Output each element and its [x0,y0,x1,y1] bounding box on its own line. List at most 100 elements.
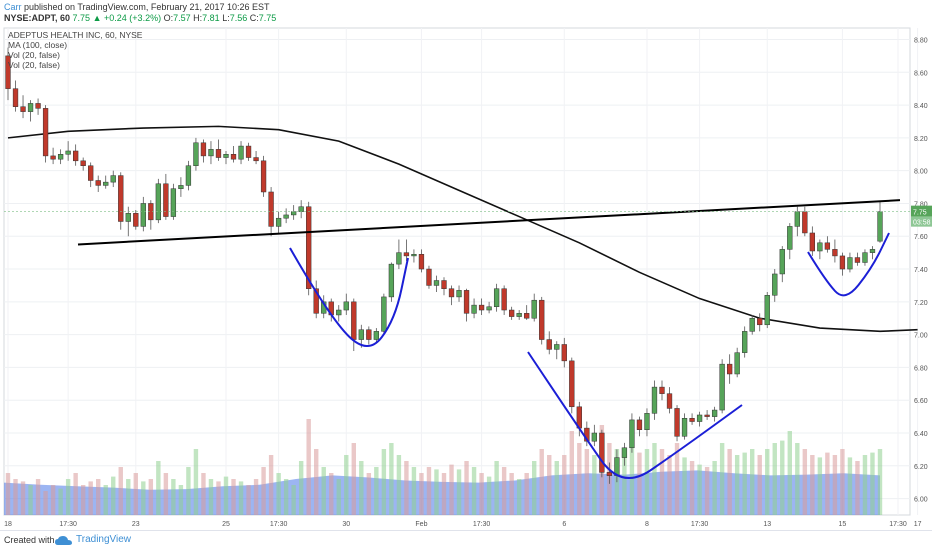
candle-body[interactable] [140,203,146,227]
candle-body[interactable] [163,183,169,217]
candle-body[interactable] [238,145,244,160]
candle-body[interactable] [681,418,688,437]
candle-body[interactable] [185,165,192,186]
candle-body[interactable] [832,249,838,257]
price-axis[interactable]: 8.80 8.60 8.40 8.20 8.00 7.80 7.60 7.40 7.20 7.00… [911,37,932,504]
candle-body[interactable] [336,309,342,316]
candle-body[interactable] [373,331,379,340]
candle-body[interactable] [411,254,417,257]
candles-layer[interactable] [5,47,883,484]
candle-body[interactable] [366,329,372,340]
candle-body[interactable] [343,301,349,311]
candle-body[interactable] [734,352,740,375]
candle-body[interactable] [839,255,846,270]
candle-body[interactable] [388,263,395,298]
candle-body[interactable] [110,175,116,183]
candle-body[interactable] [659,386,665,394]
candle-body[interactable] [230,154,237,160]
candle-body[interactable] [306,206,312,289]
candle-body[interactable] [133,213,139,227]
candle-body[interactable] [223,154,229,158]
candle-body[interactable] [569,360,575,408]
candle-body[interactable] [531,299,537,319]
candle-body[interactable] [651,386,658,414]
candle-body[interactable] [509,309,515,317]
candle-body[interactable] [674,408,680,437]
candle-body[interactable] [854,257,861,263]
candle-body[interactable] [471,304,477,314]
candle-body[interactable] [396,252,402,265]
candle-body[interactable] [313,288,319,314]
candle-body[interactable] [73,150,79,162]
candle-body[interactable] [456,290,462,298]
candle-body[interactable] [433,280,440,286]
candle-body[interactable] [215,149,222,158]
candle-body[interactable] [125,213,131,222]
candle-body[interactable] [802,211,808,234]
candle-body[interactable] [298,206,304,212]
candle-body[interactable] [757,317,763,326]
candle-body[interactable] [794,211,800,227]
indicator-ma[interactable]: MA (100, close) [8,40,68,50]
candle-body[interactable] [27,103,34,112]
candle-body[interactable] [486,306,492,311]
candle-body[interactable] [599,432,605,473]
time-axis[interactable]: 18 17:30 23 25 17:30 30 Feb 17:30 6 8 17:30 13 15 17 1… [4,521,921,528]
candle-body[interactable] [719,363,725,411]
candle-body[interactable] [862,252,868,263]
candle-body[interactable] [50,155,56,160]
candle-body[interactable] [5,55,11,89]
indicator-vol-2[interactable]: Vol (20, false) [8,60,60,70]
candle-body[interactable] [358,329,364,340]
candle-body[interactable] [245,145,252,158]
candle-body[interactable] [704,414,710,417]
candle-body[interactable] [381,296,387,332]
candle-body[interactable] [591,432,597,442]
candle-body[interactable] [809,232,815,252]
candle-body[interactable] [42,108,49,157]
candle-body[interactable] [696,414,703,422]
candle-body[interactable] [95,180,101,186]
candle-body[interactable] [35,103,41,109]
candle-body[interactable] [448,288,455,298]
candle-body[interactable] [824,242,831,250]
price-chart[interactable]: 8.80 8.60 8.40 8.20 8.00 7.80 7.60 7.40 7.20 7.00… [0,0,932,530]
candle-body[interactable] [418,254,425,270]
candle-body[interactable] [779,249,785,275]
candle-body[interactable] [539,299,545,340]
candle-body[interactable] [260,160,267,193]
candle-body[interactable] [155,183,161,221]
candle-body[interactable] [200,142,207,157]
indicator-vol-1[interactable]: Vol (20, false) [8,50,60,60]
candle-body[interactable] [711,409,718,417]
candle-body[interactable] [193,142,199,166]
candle-body[interactable] [764,295,770,326]
candle-body[interactable] [554,344,560,350]
candle-body[interactable] [463,290,470,314]
candle-body[interactable] [749,317,755,332]
candle-body[interactable] [561,344,567,362]
candle-body[interactable] [170,188,177,217]
author-link[interactable]: Carr [4,2,22,12]
tradingview-brand[interactable]: TradingView [76,534,132,545]
candle-body[interactable] [546,339,552,350]
candle-body[interactable] [877,211,883,242]
candle-body[interactable] [57,154,64,160]
candle-body[interactable] [787,226,793,250]
candle-body[interactable] [817,242,823,252]
candle-body[interactable] [606,472,613,476]
candle-body[interactable] [351,301,357,340]
candle-body[interactable] [629,419,635,449]
candle-body[interactable] [501,288,507,311]
candle-body[interactable] [666,393,673,409]
candle-body[interactable] [118,175,124,222]
candle-body[interactable] [178,185,184,189]
candle-body[interactable] [621,447,628,458]
candle-body[interactable] [742,331,748,353]
candle-body[interactable] [88,165,94,181]
candle-body[interactable] [644,413,650,430]
candle-body[interactable] [441,280,447,289]
candle-body[interactable] [636,419,643,430]
candle-body[interactable] [80,160,86,166]
candle-body[interactable] [12,88,19,107]
